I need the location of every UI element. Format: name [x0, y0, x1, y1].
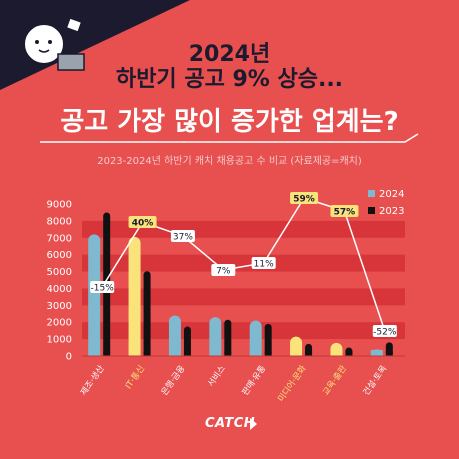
y-tick-label: 2000 — [47, 318, 72, 329]
bar-2024-base — [209, 350, 222, 356]
bar-2023 — [143, 271, 151, 356]
bar-2023-base — [183, 352, 191, 356]
bar-2024-base — [249, 350, 262, 356]
bar-2024-base — [370, 350, 383, 356]
legend-swatch-2024 — [368, 190, 375, 197]
brand-arrow-icon — [250, 418, 257, 430]
bar-2023-base — [143, 352, 151, 356]
y-tick-label: 4000 — [47, 284, 72, 295]
x-tick-label: 건설·토목 — [361, 363, 390, 397]
x-tick-label: 미디어·문화 — [276, 363, 309, 404]
legend-swatch-2023 — [368, 207, 375, 214]
bar-2023-base — [264, 352, 272, 356]
y-tick-label: 5000 — [47, 267, 72, 278]
bar-2023 — [264, 323, 272, 356]
grid-band — [82, 288, 405, 306]
y-tick-label: 6000 — [47, 250, 72, 261]
y-tick-label: 0 — [66, 352, 72, 363]
bar-2023-base — [103, 352, 111, 356]
grid-band — [82, 254, 405, 272]
bar-2024 — [168, 315, 181, 356]
legend-label-2024: 2024 — [379, 189, 404, 200]
x-tick-label: 교육·출판 — [320, 363, 349, 397]
x-tick-label: 서비스 — [206, 364, 228, 389]
bar-2024-base — [88, 350, 101, 356]
change-label: 59% — [293, 195, 315, 205]
title-headline: 하반기 공고 9% 상승... — [115, 67, 344, 92]
bar-2023 — [183, 326, 191, 356]
x-tick-label: IT·통신 — [124, 364, 147, 391]
change-label: 7% — [216, 267, 231, 277]
change-label: 11% — [254, 260, 274, 270]
bar-2024-base — [330, 350, 343, 356]
change-label-box — [372, 325, 397, 337]
title-question: 공고 가장 많이 증가한 업계는? — [60, 107, 399, 137]
change-label-box — [90, 281, 115, 293]
y-tick-label: 7000 — [47, 233, 72, 244]
change-label-box — [330, 205, 359, 217]
change-label-box — [128, 216, 157, 228]
y-tick-label: 9000 — [47, 200, 72, 211]
bar-2023-base — [345, 352, 353, 356]
change-label-box — [211, 264, 236, 276]
bar-2024-base — [290, 350, 303, 356]
bar-2024 — [128, 236, 141, 356]
bar-2023-base — [224, 352, 232, 356]
grid-band — [82, 322, 405, 340]
change-label: -15% — [91, 284, 115, 294]
bar-2024-base — [168, 350, 181, 356]
change-label: 40% — [132, 219, 154, 229]
y-tick-label: 1000 — [47, 335, 72, 346]
bar-2024 — [209, 317, 222, 356]
change-label-box — [170, 230, 195, 242]
y-tick-label: 3000 — [47, 301, 72, 312]
bar-2023-base — [385, 352, 393, 356]
change-label-box — [290, 192, 319, 204]
x-tick-label: 은행·금융 — [159, 363, 188, 397]
title-year: 2024년 — [188, 42, 271, 67]
change-label: 37% — [173, 233, 193, 243]
bar-2023-base — [305, 352, 313, 356]
change-label: -52% — [373, 328, 397, 338]
legend-label-2023: 2023 — [379, 206, 404, 217]
bar-2024-base — [128, 350, 141, 356]
change-label-box — [251, 257, 276, 269]
brand-logo: CATCH — [205, 416, 256, 431]
bar-2024 — [249, 320, 262, 356]
x-tick-label: 판매·유통 — [240, 364, 268, 398]
bar-2024 — [88, 234, 101, 356]
grid-band — [82, 220, 405, 238]
bar-2023 — [224, 319, 232, 356]
change-label: 57% — [334, 208, 356, 218]
x-tick-label: 제조·생산 — [78, 363, 107, 397]
y-tick-label: 8000 — [47, 216, 72, 227]
chart-subtitle: 2023-2024년 하반기 캐치 채용공고 수 비교 (자료제공=캐치) — [97, 156, 362, 167]
